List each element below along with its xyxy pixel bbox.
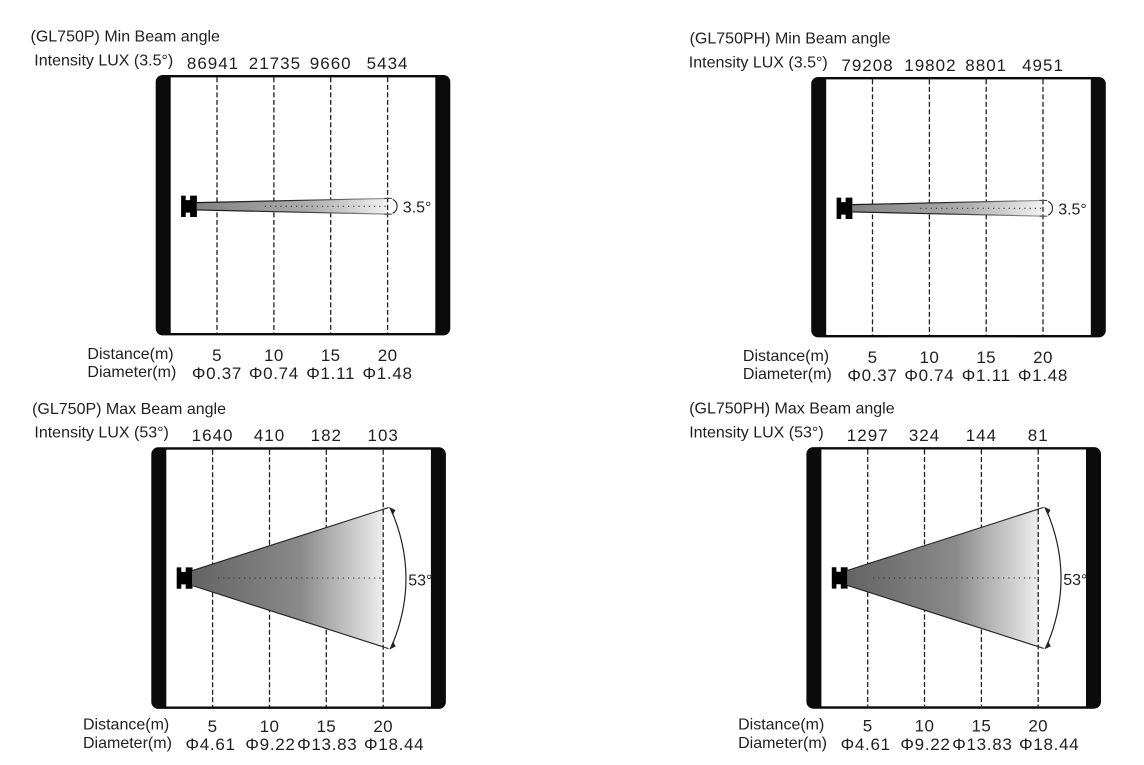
svg-text:Distance(m): Distance(m) <box>743 348 829 365</box>
svg-text:86941: 86941 <box>187 54 239 73</box>
svg-text:Φ0.74: Φ0.74 <box>249 364 299 383</box>
svg-text:15: 15 <box>316 717 336 736</box>
svg-text:3.5°: 3.5° <box>1058 202 1087 219</box>
svg-text:5: 5 <box>208 717 218 736</box>
svg-text:182: 182 <box>311 426 342 445</box>
svg-text:Intensity LUX (3.5°): Intensity LUX (3.5°) <box>689 54 828 71</box>
svg-text:Φ9.22: Φ9.22 <box>900 735 950 754</box>
svg-text:Distance(m): Distance(m) <box>83 717 169 734</box>
svg-text:10: 10 <box>264 346 284 365</box>
svg-text:Intensity LUX (53°): Intensity LUX (53°) <box>34 425 168 442</box>
svg-text:Φ1.11: Φ1.11 <box>962 366 1011 385</box>
svg-text:Diameter(m): Diameter(m) <box>87 364 176 381</box>
svg-text:Φ13.83: Φ13.83 <box>952 735 1012 754</box>
svg-text:8801: 8801 <box>965 56 1007 75</box>
svg-text:79208: 79208 <box>841 56 893 75</box>
svg-text:10: 10 <box>260 717 280 736</box>
svg-text:144: 144 <box>966 426 997 445</box>
svg-text:Φ1.48: Φ1.48 <box>363 364 413 383</box>
svg-text:5: 5 <box>868 348 878 367</box>
svg-text:5: 5 <box>863 717 873 736</box>
svg-text:10: 10 <box>915 717 935 736</box>
svg-text:Φ0.37: Φ0.37 <box>847 366 897 385</box>
svg-text:20: 20 <box>1028 717 1048 736</box>
svg-text:410: 410 <box>254 426 285 445</box>
svg-text:Φ0.37: Φ0.37 <box>192 364 242 383</box>
svg-text:Φ13.83: Φ13.83 <box>297 735 357 754</box>
svg-text:1640: 1640 <box>192 426 234 445</box>
svg-text:Φ18.44: Φ18.44 <box>364 735 424 754</box>
svg-text:Diameter(m): Diameter(m) <box>83 735 172 752</box>
svg-text:Distance(m): Distance(m) <box>738 717 824 734</box>
svg-text:(GL750P) Max Beam angle: (GL750P) Max Beam angle <box>32 401 226 418</box>
svg-text:Distance(m): Distance(m) <box>87 346 173 363</box>
svg-text:Intensity LUX (53°): Intensity LUX (53°) <box>689 425 823 442</box>
svg-text:Φ0.74: Φ0.74 <box>904 366 954 385</box>
svg-text:3.5°: 3.5° <box>403 200 432 217</box>
svg-text:4951: 4951 <box>1022 56 1064 75</box>
svg-text:81: 81 <box>1028 426 1049 445</box>
svg-text:5434: 5434 <box>367 54 409 73</box>
svg-text:1297: 1297 <box>847 426 889 445</box>
svg-text:15: 15 <box>321 346 341 365</box>
svg-text:324: 324 <box>909 426 940 445</box>
svg-text:Diameter(m): Diameter(m) <box>743 366 832 383</box>
svg-text:15: 15 <box>972 717 992 736</box>
svg-text:15: 15 <box>976 348 996 367</box>
svg-text:(GL750PH) Max Beam angle: (GL750PH) Max Beam angle <box>689 401 895 418</box>
svg-text:(GL750PH) Min Beam angle: (GL750PH) Min Beam angle <box>690 31 891 48</box>
svg-text:(GL750P) Min Beam angle: (GL750P) Min Beam angle <box>31 29 221 46</box>
svg-text:Φ4.61: Φ4.61 <box>186 735 236 754</box>
svg-text:20: 20 <box>1033 348 1053 367</box>
svg-text:9660: 9660 <box>310 54 352 73</box>
svg-text:Φ1.48: Φ1.48 <box>1018 366 1068 385</box>
svg-text:53°: 53° <box>408 572 432 589</box>
svg-text:19802: 19802 <box>904 56 956 75</box>
svg-text:Φ1.11: Φ1.11 <box>306 364 355 383</box>
svg-text:53°: 53° <box>1063 572 1087 589</box>
svg-text:20: 20 <box>378 346 398 365</box>
svg-text:5: 5 <box>212 346 222 365</box>
svg-text:21735: 21735 <box>249 54 301 73</box>
svg-text:Φ9.22: Φ9.22 <box>245 735 295 754</box>
svg-text:Diameter(m): Diameter(m) <box>738 735 827 752</box>
svg-text:10: 10 <box>920 348 940 367</box>
svg-text:Φ18.44: Φ18.44 <box>1019 735 1079 754</box>
svg-text:Φ4.61: Φ4.61 <box>841 735 891 754</box>
svg-text:Intensity LUX (3.5°): Intensity LUX (3.5°) <box>34 52 173 69</box>
svg-text:103: 103 <box>368 426 399 445</box>
svg-text:20: 20 <box>373 717 393 736</box>
